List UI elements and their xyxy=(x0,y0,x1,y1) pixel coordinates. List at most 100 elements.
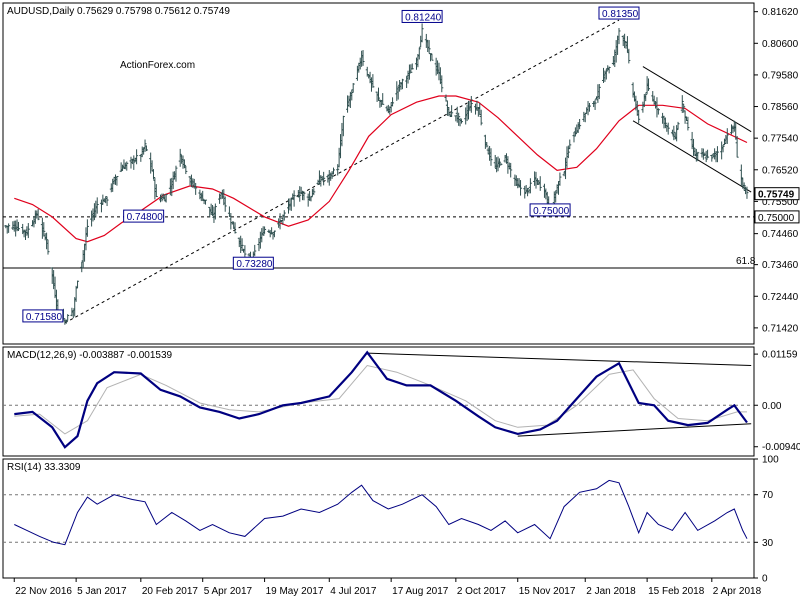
macd-signal-line xyxy=(14,364,747,435)
ohlc-bar xyxy=(16,221,20,231)
ohlc-bar xyxy=(36,208,40,221)
ohlc-bar xyxy=(469,96,473,113)
price-axis-flag-label: 0.75000 xyxy=(758,213,795,224)
ohlc-bar xyxy=(322,171,326,186)
price-level-label: 0.75000 xyxy=(529,203,571,217)
price-trend-line xyxy=(642,66,752,133)
price-y-tick-label: 0.73460 xyxy=(762,260,799,271)
ohlc-bar xyxy=(292,190,296,207)
ohlc-bar xyxy=(701,148,705,160)
x-tick-label: 19 May 2017 xyxy=(266,586,324,597)
ohlc-bar xyxy=(174,165,178,182)
moving-average-line xyxy=(14,95,748,243)
rsi-line xyxy=(14,479,748,546)
price-level-label-text: 0.75000 xyxy=(533,206,570,217)
ohlc-bar xyxy=(509,162,513,178)
ohlc-bar xyxy=(566,145,570,159)
price-trend-line xyxy=(632,120,752,193)
ohlc-bar xyxy=(450,105,454,117)
ohlc-bar xyxy=(430,53,434,61)
macd-trend-line xyxy=(517,423,752,437)
ohlc-bar xyxy=(204,199,208,205)
x-tick-label: 2 Jan 2018 xyxy=(586,586,636,597)
ohlc-bar xyxy=(164,193,168,203)
ohlc-bar xyxy=(593,99,597,110)
ohlc-bar xyxy=(706,149,710,159)
current-price-box xyxy=(754,187,800,201)
ohlc-bar xyxy=(66,314,70,322)
ohlc-bar xyxy=(427,40,431,54)
ohlc-bar xyxy=(331,167,335,175)
fib-level-label: 61.8 xyxy=(736,256,756,267)
ohlc-bar xyxy=(735,136,739,158)
rsi-y-tick-label: 100 xyxy=(762,455,779,466)
ohlc-bar xyxy=(261,226,265,236)
ohlc-bar xyxy=(573,127,577,137)
price-level-label-text: 0.81350 xyxy=(602,9,639,20)
ohlc-bar xyxy=(644,93,648,102)
macd-trend-line xyxy=(367,352,752,367)
ohlc-bar xyxy=(95,197,99,214)
macd-y-tick-label: -0.00940 xyxy=(762,442,800,453)
ohlc-bar xyxy=(607,66,611,74)
ohlc-bar xyxy=(377,87,380,101)
ohlc-bar xyxy=(330,171,334,179)
ohlc-bar xyxy=(154,184,158,198)
ohlc-bar xyxy=(240,238,244,252)
rsi-y-tick-label: 0 xyxy=(762,574,768,585)
price-y-tick-label: 0.72440 xyxy=(762,292,799,303)
ohlc-bar xyxy=(499,162,503,166)
ohlc-bar xyxy=(104,196,108,204)
ohlc-bar xyxy=(656,108,660,115)
price-level-label-box xyxy=(123,209,165,223)
ohlc-bar xyxy=(519,180,523,196)
ohlc-bar xyxy=(272,230,276,238)
ohlc-bar xyxy=(479,109,483,126)
ohlc-bar xyxy=(676,121,680,131)
current-price-flag: 0.75749 xyxy=(754,187,800,201)
ohlc-bar xyxy=(489,148,493,166)
ohlc-bar xyxy=(725,128,729,144)
ohlc-bar xyxy=(253,244,257,257)
ohlc-bar xyxy=(135,149,139,165)
price-level-label-text: 0.71580 xyxy=(26,312,63,323)
ohlc-bar xyxy=(223,196,227,212)
macd-pane-title: MACD(12,26,9) -0.003887 -0.001539 xyxy=(7,350,173,361)
ohlc-bar xyxy=(76,280,80,289)
ohlc-bar xyxy=(617,28,621,45)
price-level-label: 0.81350 xyxy=(598,6,640,20)
ohlc-bar xyxy=(663,117,667,129)
ohlc-bar xyxy=(604,68,608,80)
ohlc-bar xyxy=(213,203,217,220)
ohlc-bar xyxy=(184,165,188,175)
ohlc-bar xyxy=(710,155,714,162)
macd-y-tick-label: 0.00 xyxy=(762,401,782,412)
ohlc-bar xyxy=(485,142,489,148)
ohlc-bar xyxy=(351,83,355,94)
ohlc-bar xyxy=(696,151,700,162)
ohlc-bar xyxy=(666,122,670,135)
x-tick-label: 15 Nov 2017 xyxy=(519,586,576,597)
price-level-label: 0.74800 xyxy=(123,209,165,223)
ohlc-bar xyxy=(526,187,530,197)
ohlc-bar xyxy=(381,93,385,105)
price-level-label-text: 0.73280 xyxy=(236,259,273,270)
x-tick-label: 15 Feb 2018 xyxy=(648,586,705,597)
watermark: ActionForex.com xyxy=(120,60,195,71)
price-axis-flag-box xyxy=(754,210,800,224)
ohlc-bar xyxy=(7,223,11,233)
ohlc-bar xyxy=(282,210,286,221)
price-level-label-box xyxy=(529,203,571,217)
ohlc-bar xyxy=(22,229,26,238)
ohlc-bar xyxy=(302,191,306,201)
ohlc-bar xyxy=(459,119,463,124)
pane-frame-rsi xyxy=(2,458,755,579)
x-tick-label: 22 Nov 2016 xyxy=(15,586,72,597)
ohlc-bar xyxy=(410,63,414,70)
price-level-label: 0.71580 xyxy=(22,309,64,323)
pane-frame-price xyxy=(2,2,755,345)
ohlc-bar xyxy=(627,48,631,64)
price-y-tick-label: 0.76520 xyxy=(762,165,799,176)
